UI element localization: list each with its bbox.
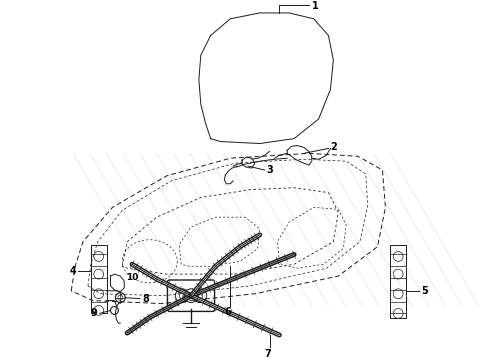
Text: 4: 4 — [70, 266, 76, 276]
Text: 8: 8 — [142, 294, 149, 303]
Circle shape — [94, 289, 103, 299]
Text: 7: 7 — [264, 349, 271, 359]
Text: 6: 6 — [224, 307, 231, 318]
Circle shape — [393, 269, 403, 279]
Text: 1: 1 — [312, 1, 318, 11]
FancyBboxPatch shape — [168, 280, 215, 311]
Circle shape — [94, 269, 103, 279]
Bar — [391, 245, 406, 318]
Text: 9: 9 — [91, 309, 98, 318]
Circle shape — [94, 252, 103, 261]
Text: 10: 10 — [126, 273, 139, 282]
Circle shape — [393, 309, 403, 318]
Bar — [91, 245, 106, 314]
Circle shape — [393, 289, 403, 299]
Text: 3: 3 — [267, 165, 273, 175]
Text: 5: 5 — [421, 286, 427, 296]
Circle shape — [94, 306, 103, 315]
Text: 2: 2 — [330, 143, 337, 152]
Circle shape — [393, 252, 403, 261]
